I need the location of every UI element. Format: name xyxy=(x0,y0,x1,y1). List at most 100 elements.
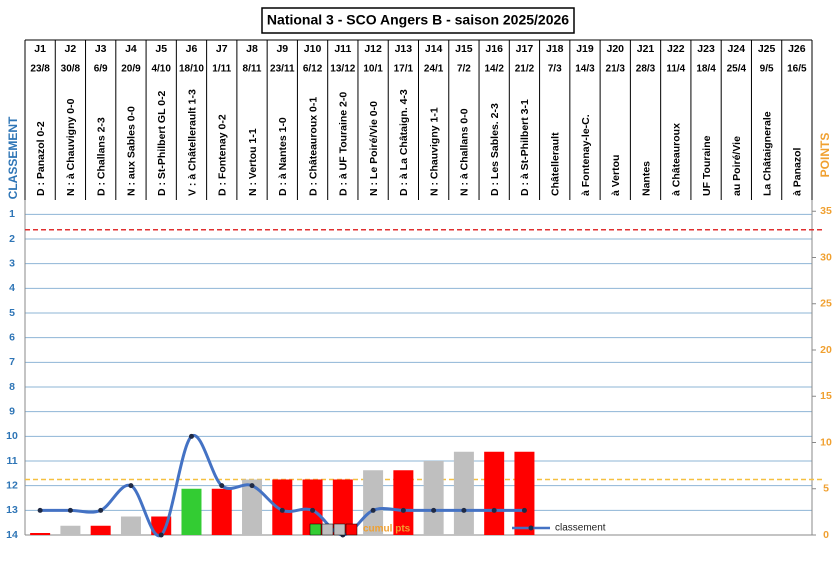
bar xyxy=(453,451,474,535)
match-label: N : à Challans 0-0 xyxy=(459,108,471,196)
bar xyxy=(30,533,51,535)
round-label: J19 xyxy=(576,43,594,55)
y-tick-label: 11 xyxy=(6,455,17,467)
date-label: 13/12 xyxy=(330,64,355,75)
date-label: 18/10 xyxy=(179,64,204,75)
round-label: J5 xyxy=(155,43,167,55)
y2-tick-label: 30 xyxy=(820,251,832,263)
y-tick-label: 5 xyxy=(9,307,15,319)
round-label: J13 xyxy=(395,43,413,55)
match-label: D : St-Philbert GL 0-2 xyxy=(156,90,168,196)
bar xyxy=(211,488,232,535)
bar xyxy=(120,516,141,535)
round-label: J8 xyxy=(246,43,258,55)
date-label: 4/10 xyxy=(151,64,171,75)
match-label: UF Touraine xyxy=(701,135,713,196)
legend-swatch xyxy=(321,523,334,536)
date-label: 20/9 xyxy=(121,64,141,75)
match-label: D : Châteauroux 0-1 xyxy=(307,97,319,196)
chart-title: National 3 - SCO Angers B - saison 2025/… xyxy=(267,12,569,28)
round-label: J3 xyxy=(95,43,107,55)
y-tick-label: 6 xyxy=(9,331,15,343)
line-marker xyxy=(37,507,43,513)
round-label: J16 xyxy=(485,43,503,55)
bar xyxy=(242,479,263,535)
date-label: 6/9 xyxy=(94,64,108,75)
y-tick-label: 8 xyxy=(9,381,15,393)
line-marker xyxy=(370,507,376,513)
y-tick-label: 4 xyxy=(9,282,15,294)
line-marker xyxy=(158,532,164,538)
line-marker xyxy=(431,507,437,513)
round-label: J2 xyxy=(65,43,77,55)
y-tick-label: 14 xyxy=(6,529,18,541)
y2-tick-label: 25 xyxy=(820,298,832,310)
legend-swatch xyxy=(309,523,322,536)
match-label: Nantes xyxy=(640,161,652,196)
date-label: 9/5 xyxy=(760,64,774,75)
match-label: D : à La Châtaign. 4-3 xyxy=(398,89,410,196)
date-label: 1/11 xyxy=(212,64,231,75)
line-marker xyxy=(249,483,255,489)
legend-label: classement xyxy=(555,523,606,534)
round-label: J7 xyxy=(216,43,228,55)
date-label: 21/3 xyxy=(606,64,626,75)
y-tick-label: 13 xyxy=(6,504,18,516)
round-label: J15 xyxy=(455,43,473,55)
legend-marker xyxy=(528,525,534,531)
round-label: J24 xyxy=(728,43,746,55)
round-label: J17 xyxy=(516,43,534,55)
date-label: 17/1 xyxy=(394,64,414,75)
bar xyxy=(90,525,111,535)
y-axis-label: CLASSEMENT xyxy=(6,116,20,199)
bar xyxy=(302,479,323,535)
round-label: J10 xyxy=(304,43,322,55)
round-label: J22 xyxy=(667,43,685,55)
match-label: D : Challans 2-3 xyxy=(95,117,107,196)
match-label: à Châteauroux xyxy=(671,123,683,196)
y-tick-label: 7 xyxy=(9,356,15,368)
round-label: J26 xyxy=(788,43,806,55)
match-label: Châtellerault xyxy=(549,132,561,196)
y-tick-label: 3 xyxy=(9,257,15,269)
date-label: 8/11 xyxy=(243,64,262,75)
legend: cumul pts classement xyxy=(309,523,606,536)
date-label: 7/3 xyxy=(548,64,562,75)
date-label: 28/3 xyxy=(636,64,656,75)
match-label: D : Fontenay 0-2 xyxy=(217,114,229,196)
date-label: 14/3 xyxy=(575,64,595,75)
line-marker xyxy=(188,433,194,439)
round-label: J6 xyxy=(186,43,198,55)
date-label: 21/2 xyxy=(515,64,535,75)
line-marker xyxy=(67,507,73,513)
match-label: à Fontenay-le-C. xyxy=(580,114,592,196)
bar xyxy=(393,470,414,535)
match-label: D : Panazol 0-2 xyxy=(35,121,47,196)
match-label: à Vertou xyxy=(610,155,622,196)
line-marker xyxy=(310,507,316,513)
date-label: 6/12 xyxy=(303,64,323,75)
match-label: N : Chauvigny 1-1 xyxy=(428,107,440,196)
legend-label: cumul pts xyxy=(363,524,411,535)
y2-tick-label: 15 xyxy=(820,390,832,402)
round-label: J21 xyxy=(637,43,655,55)
line-marker xyxy=(98,507,104,513)
date-label: 24/1 xyxy=(424,64,444,75)
y-tick-label: 12 xyxy=(6,479,18,491)
line-marker xyxy=(400,507,406,513)
line-marker xyxy=(219,483,225,489)
match-label: N : Le Poiré/Vie 0-0 xyxy=(368,101,380,196)
y-tick-label: 10 xyxy=(6,430,18,442)
line-marker xyxy=(279,507,285,513)
date-label: 10/1 xyxy=(363,64,383,75)
legend-swatch xyxy=(345,523,358,536)
date-label: 25/4 xyxy=(727,64,747,75)
match-label: D : à St-Philbert 3-1 xyxy=(519,99,531,196)
y2-tick-label: 5 xyxy=(823,483,829,495)
match-label: N : aux Sables 0-0 xyxy=(126,106,138,196)
bar xyxy=(484,451,505,535)
line xyxy=(40,434,525,538)
round-label: J12 xyxy=(364,43,382,55)
match-label: V : à Châtellerault 1-3 xyxy=(186,89,198,196)
